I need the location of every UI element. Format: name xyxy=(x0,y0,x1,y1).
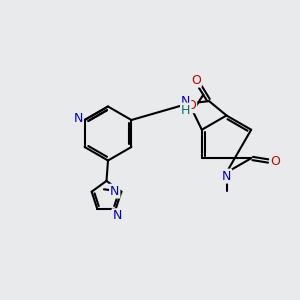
Text: N: N xyxy=(73,112,83,125)
Text: N: N xyxy=(181,95,190,109)
Text: N: N xyxy=(222,169,231,183)
Text: N: N xyxy=(110,184,119,198)
Text: O: O xyxy=(186,99,196,112)
Text: H: H xyxy=(181,103,190,117)
Text: O: O xyxy=(191,74,201,87)
Text: N: N xyxy=(112,209,122,222)
Text: O: O xyxy=(270,155,280,168)
